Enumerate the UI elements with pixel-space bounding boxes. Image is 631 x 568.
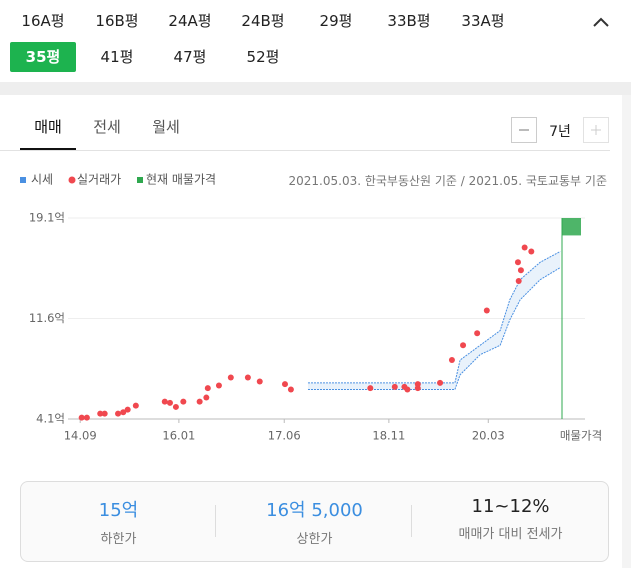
size-tab[interactable]: 33A평 (461, 12, 505, 30)
x-tick-label: 16.01 (162, 429, 195, 443)
summary-item: 16억 5,000 상한가 (217, 496, 412, 547)
transaction-point (256, 378, 263, 385)
deal-tab[interactable]: 매매 (34, 118, 62, 136)
summary-value: 11~12% (471, 496, 550, 517)
legend-swatch (20, 177, 26, 183)
transaction-point (514, 259, 521, 266)
period: 7년 (549, 124, 571, 140)
x-tick-label: 14.09 (64, 429, 97, 443)
y-tick-label: 4.1억 (36, 412, 65, 426)
listing-range (562, 218, 581, 236)
transaction-point (124, 406, 131, 413)
band-line (307, 267, 561, 391)
transaction-point (474, 330, 481, 337)
x-tick-label: 20.03 (472, 429, 505, 443)
summary-card (20, 481, 609, 562)
transaction-point (517, 267, 524, 274)
transaction-point (120, 409, 127, 416)
transaction-point (196, 398, 203, 405)
separator (0, 82, 631, 95)
size-tab[interactable]: 24B평 (241, 12, 285, 30)
tab-line (0, 150, 610, 151)
transaction-point (367, 385, 374, 392)
deal-tab[interactable]: 월세 (152, 118, 180, 136)
summary-value: 16억 5,000 (266, 500, 363, 521)
transaction-point (78, 414, 85, 421)
size-tab[interactable]: 33B평 (387, 12, 431, 30)
transaction-point (83, 414, 90, 421)
plus-button[interactable] (583, 117, 609, 143)
summary-label: 상한가 (296, 532, 333, 547)
legend-label: 실거래가 (77, 173, 121, 187)
summary-item: 11~12% 매매가 대비 전세가 (413, 496, 608, 542)
transaction-point (521, 244, 528, 251)
transaction-point (132, 402, 139, 409)
size-tab[interactable]: 24A평 (168, 12, 212, 30)
transaction-point (204, 385, 211, 392)
transaction-point (528, 248, 535, 255)
x-tick-label: 17.06 (268, 429, 301, 443)
divider (215, 505, 216, 537)
legend-label: 현재 매물가격 (146, 173, 216, 187)
listing-label: 매물가격 (560, 429, 602, 443)
tab-underline (20, 148, 76, 150)
transaction-point (215, 382, 222, 389)
divider (411, 505, 412, 537)
deal-tab[interactable]: 전세 (93, 118, 121, 136)
summary-label: 매매가 대비 전세가 (458, 527, 563, 542)
transaction-point (515, 277, 522, 284)
transaction-point (483, 307, 490, 314)
y-tick-label: 11.6억 (29, 311, 65, 325)
transaction-point (203, 394, 210, 401)
transaction-point (404, 386, 411, 393)
transaction-point (287, 386, 294, 393)
size-tab[interactable]: 52평 (246, 48, 280, 66)
transaction-point (448, 357, 455, 364)
source-note: 2021.05.03. 한국부동산원 기준 / 2021.05. 국토교통부 기… (288, 174, 608, 188)
legend-label: 시세 (31, 173, 53, 187)
size-tab[interactable]: 29평 (319, 12, 353, 30)
transaction-point (244, 374, 251, 381)
transaction-point (172, 403, 179, 410)
transaction-point (460, 342, 467, 349)
transaction-point (180, 398, 187, 405)
scrollbar (622, 95, 631, 568)
summary-label: 하한가 (100, 532, 137, 547)
collapse-icon[interactable] (590, 12, 612, 32)
transaction-point (391, 383, 398, 390)
transaction-point (227, 374, 234, 381)
size-tab[interactable]: 41평 (100, 48, 134, 66)
chart: 4.1억 11.6억 19.1억 14.09 16.01 17.06 18.11 20.03 시… (20, 173, 602, 443)
size-tab[interactable]: 16B평 (95, 12, 139, 30)
legend-swatch (137, 177, 143, 183)
legend-swatch (68, 176, 76, 184)
size-tab[interactable]: 16A평 (21, 12, 65, 30)
y-tick-label: 19.1억 (29, 211, 65, 225)
summary-value: 15억 (98, 500, 139, 521)
transaction-point (101, 410, 108, 417)
transaction-point (97, 410, 104, 417)
transaction-point (281, 381, 288, 388)
size-tab[interactable]: 35평 (10, 42, 76, 72)
transaction-point (115, 410, 122, 417)
transaction-point (414, 385, 421, 392)
transaction-point (437, 379, 444, 386)
transaction-point (166, 399, 173, 406)
transaction-point (161, 398, 168, 405)
x-tick-label: 18.11 (372, 429, 405, 443)
minus-button[interactable] (511, 117, 537, 143)
size-tab[interactable]: 47평 (173, 48, 207, 66)
